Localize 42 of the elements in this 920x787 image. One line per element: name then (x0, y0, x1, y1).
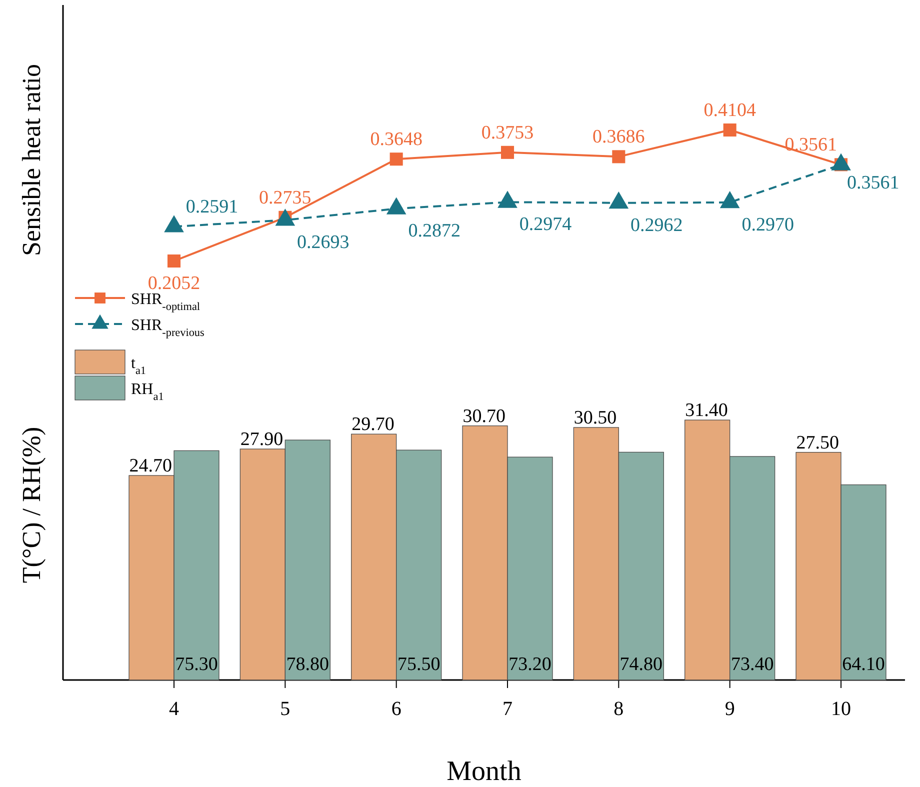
data-label: 73.40 (730, 654, 774, 675)
data-label: 0.2974 (519, 214, 572, 236)
data-label: 29.70 (352, 414, 394, 436)
data-label: 0.2872 (408, 220, 460, 242)
data-label: 0.2693 (297, 232, 350, 254)
data-label: 0.3648 (370, 129, 422, 150)
data-label: 75.50 (397, 654, 440, 675)
data-label: 30.70 (462, 406, 506, 427)
legend-label: SHR$_{-previous}$ (131, 317, 204, 339)
data-label: 27.50 (796, 432, 839, 454)
data-label: 73.20 (508, 654, 552, 675)
legend-label: SHR$_{-optimal}$ (131, 291, 200, 313)
x-tick-label: 7 (502, 698, 512, 720)
legend-label: t$_{a1}$ (131, 355, 146, 377)
data-label: 24.70 (129, 455, 172, 476)
data-label: 27.90 (240, 428, 284, 450)
legend-label: RH$_{a1}$ (131, 381, 164, 403)
x-tick-label: 6 (391, 698, 402, 720)
x-tick-label: 5 (280, 698, 290, 720)
data-label: 74.80 (620, 654, 663, 675)
data-label: 0.4104 (704, 100, 756, 121)
data-label: 0.2970 (742, 214, 794, 236)
data-label: 64.10 (842, 654, 885, 675)
x-tick-label: 4 (169, 698, 179, 720)
data-label: 75.30 (175, 654, 218, 675)
x-axis-title: Month (446, 756, 522, 787)
data-label: 0.3686 (592, 126, 645, 148)
data-label: 31.40 (685, 400, 728, 421)
data-label: 0.2591 (186, 196, 238, 218)
y-axis-title: Sensible heat ratio (17, 64, 46, 256)
data-label: 0.3561 (847, 172, 900, 194)
data-label: 0.2962 (630, 214, 683, 236)
x-tick-label: 9 (724, 698, 735, 720)
data-label: 0.3561 (784, 134, 837, 156)
y-axis-title: T(°C) / RH(%) (17, 426, 46, 584)
data-label: 78.80 (286, 654, 330, 675)
data-label: 30.50 (574, 407, 617, 428)
x-tick-label: 10 (831, 698, 851, 720)
data-label: 0.3753 (481, 122, 534, 144)
x-tick-label: 8 (614, 698, 624, 720)
data-label: 0.2735 (259, 187, 312, 208)
data-label: 0.2052 (148, 273, 200, 294)
